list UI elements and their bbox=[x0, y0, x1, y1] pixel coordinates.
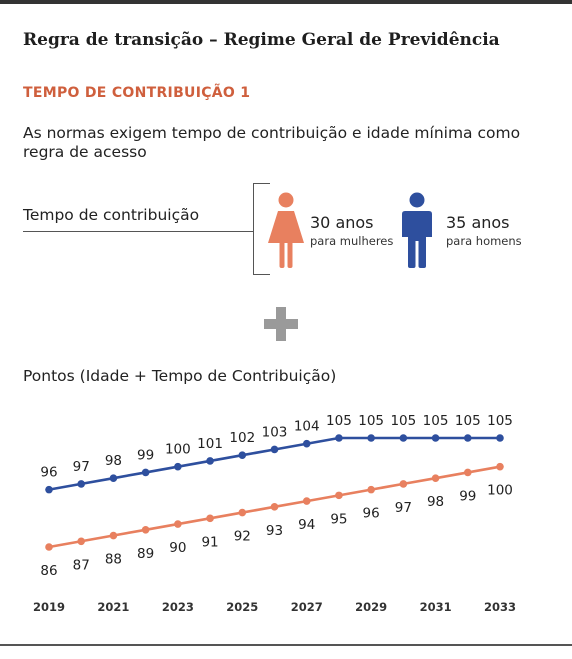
top-rule bbox=[0, 0, 572, 4]
data-label-1-14: 100 bbox=[487, 483, 513, 499]
data-label-0-3: 99 bbox=[137, 447, 154, 463]
data-label-1-8: 94 bbox=[298, 517, 315, 533]
x-tick-label-3: 2025 bbox=[226, 600, 258, 614]
contribution-underline bbox=[23, 231, 253, 232]
bottom-rule bbox=[0, 644, 572, 646]
data-label-0-6: 102 bbox=[229, 430, 255, 446]
plus-icon bbox=[264, 307, 298, 341]
page-title: Regra de transição – Regime Geral de Pre… bbox=[23, 30, 500, 50]
man-icon bbox=[402, 192, 432, 268]
data-point-1-0 bbox=[45, 543, 53, 551]
data-label-1-10: 96 bbox=[363, 506, 380, 522]
data-point-0-10 bbox=[367, 434, 375, 442]
data-point-1-3 bbox=[141, 525, 150, 534]
data-label-1-13: 99 bbox=[459, 488, 476, 504]
x-tick-label-7: 2033 bbox=[484, 600, 516, 614]
x-tick-label-4: 2027 bbox=[291, 600, 323, 614]
x-tick-label-6: 2031 bbox=[420, 600, 452, 614]
data-point-0-4 bbox=[174, 462, 182, 471]
data-label-0-5: 101 bbox=[197, 436, 223, 452]
data-label-0-11: 105 bbox=[390, 413, 416, 429]
data-label-1-3: 89 bbox=[137, 546, 154, 562]
data-label-1-11: 97 bbox=[395, 500, 412, 516]
women-years: 30 anos bbox=[310, 213, 374, 232]
section-heading: TEMPO DE CONTRIBUIÇÃO 1 bbox=[23, 85, 251, 101]
data-point-1-8 bbox=[302, 497, 311, 505]
data-label-1-1: 87 bbox=[73, 557, 90, 573]
data-point-0-12 bbox=[431, 434, 440, 442]
data-label-0-8: 104 bbox=[294, 419, 320, 435]
x-tick-label-5: 2029 bbox=[355, 600, 387, 614]
data-label-1-12: 98 bbox=[427, 494, 444, 510]
data-label-0-10: 105 bbox=[358, 413, 384, 429]
data-point-1-1 bbox=[77, 537, 86, 546]
data-label-0-2: 98 bbox=[105, 453, 122, 469]
data-point-0-6 bbox=[238, 451, 247, 460]
data-point-0-3 bbox=[141, 468, 150, 477]
data-point-0-5 bbox=[206, 457, 214, 465]
data-label-0-4: 100 bbox=[165, 442, 191, 458]
woman-icon bbox=[268, 192, 304, 268]
data-point-0-9 bbox=[335, 434, 343, 442]
data-point-1-12 bbox=[431, 474, 440, 482]
contribution-bracket bbox=[253, 183, 270, 275]
data-label-1-0: 86 bbox=[40, 563, 57, 579]
data-point-0-13 bbox=[463, 434, 472, 442]
data-label-0-7: 103 bbox=[262, 424, 288, 440]
data-label-0-14: 105 bbox=[487, 413, 513, 429]
men-caption: para homens bbox=[446, 234, 522, 248]
data-point-1-2 bbox=[109, 531, 118, 540]
data-point-1-7 bbox=[270, 503, 279, 511]
data-label-1-7: 93 bbox=[266, 523, 283, 539]
data-label-0-9: 105 bbox=[326, 413, 352, 429]
women-caption: para mulheres bbox=[310, 234, 394, 248]
data-point-0-0 bbox=[45, 485, 53, 494]
data-point-0-1 bbox=[77, 480, 86, 488]
data-point-0-14 bbox=[496, 434, 504, 442]
data-label-0-12: 105 bbox=[423, 413, 449, 429]
x-tick-label-2: 2023 bbox=[162, 600, 194, 614]
data-label-1-2: 88 bbox=[105, 552, 122, 568]
data-point-1-5 bbox=[206, 514, 214, 523]
data-point-0-11 bbox=[399, 434, 408, 442]
data-point-1-14 bbox=[496, 462, 504, 471]
data-point-1-4 bbox=[174, 520, 182, 528]
x-tick-label-0: 2019 bbox=[33, 600, 65, 614]
data-label-1-5: 91 bbox=[201, 534, 218, 550]
men-years: 35 anos bbox=[446, 213, 510, 232]
x-tick-label-1: 2021 bbox=[97, 600, 129, 614]
data-label-1-9: 95 bbox=[330, 511, 347, 527]
data-point-1-10 bbox=[367, 485, 375, 494]
data-label-0-13: 105 bbox=[455, 413, 481, 429]
data-point-0-2 bbox=[109, 474, 118, 482]
points-title: Pontos (Idade + Tempo de Contribuição) bbox=[23, 367, 337, 385]
points-chart: 96 97 98 99 100 101 102 103 104 105 105 105 105 105 10… bbox=[33, 413, 516, 614]
data-label-0-1: 97 bbox=[73, 459, 90, 475]
data-label-1-6: 92 bbox=[234, 529, 251, 545]
data-point-0-8 bbox=[302, 439, 311, 448]
data-point-1-6 bbox=[238, 508, 247, 517]
description-text: As normas exigem tempo de contribuição e… bbox=[23, 124, 521, 161]
data-point-0-7 bbox=[270, 445, 279, 454]
data-point-1-9 bbox=[335, 491, 343, 500]
data-point-1-13 bbox=[463, 468, 472, 477]
data-label-0-0: 96 bbox=[40, 465, 57, 481]
contribution-label: Tempo de contribuição bbox=[23, 206, 200, 224]
data-label-1-4: 90 bbox=[169, 540, 186, 556]
data-point-1-11 bbox=[399, 480, 408, 488]
